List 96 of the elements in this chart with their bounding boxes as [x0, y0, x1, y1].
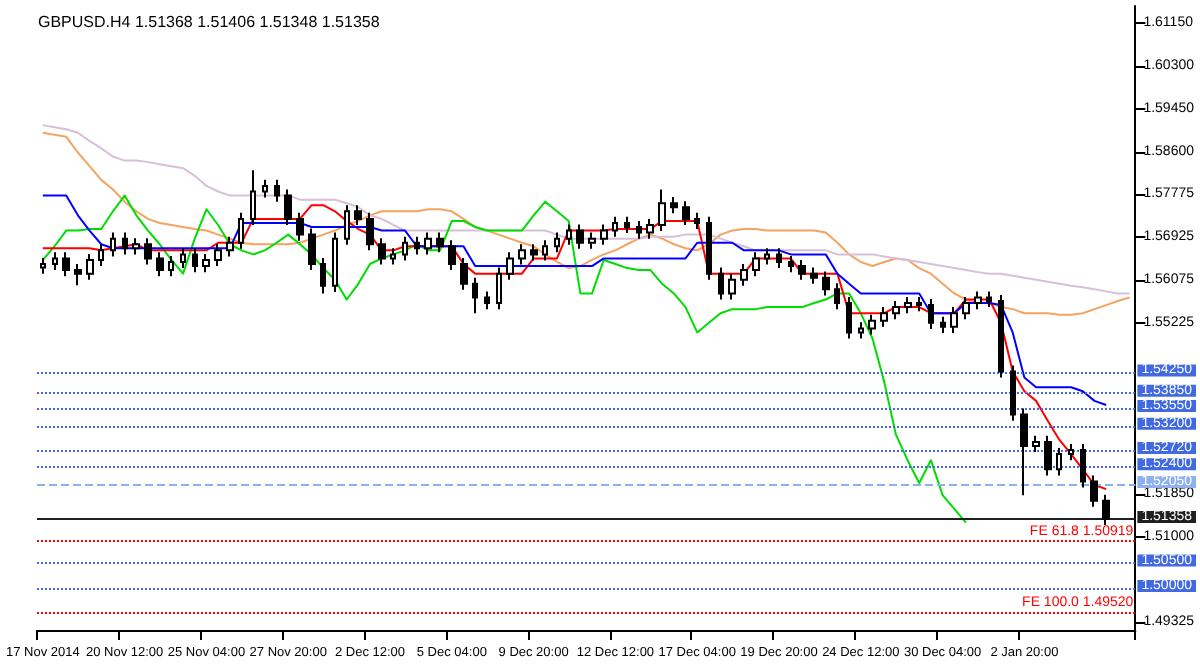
candlestick: [472, 276, 478, 315]
candlestick: [624, 215, 630, 235]
candlestick: [810, 266, 818, 285]
line-series: [41, 194, 1108, 406]
candlestick: [274, 178, 280, 203]
candlestick: [122, 231, 128, 256]
candlestick: [868, 313, 876, 336]
candlestick: [424, 231, 432, 256]
candlestick: [202, 252, 210, 274]
candlestick: [484, 290, 490, 311]
candlestick: [1032, 434, 1040, 454]
candlestick: [414, 235, 420, 256]
candlestick: [52, 251, 58, 272]
candlestick: [718, 266, 724, 301]
candlestick: [950, 306, 958, 334]
candlestick: [518, 243, 526, 266]
line-series: [41, 194, 967, 524]
candlestick: [670, 196, 678, 215]
candlestick: [658, 188, 666, 233]
candlestick: [576, 223, 584, 250]
candlestick: [740, 263, 748, 287]
candlestick: [332, 231, 338, 293]
candlestick: [694, 211, 700, 231]
candlestick: [636, 219, 642, 240]
candlestick: [366, 211, 374, 252]
candlestick: [40, 256, 46, 275]
candlestick: [238, 211, 244, 250]
candlestick: [460, 256, 468, 291]
candlestick: [612, 215, 618, 238]
candlestick: [506, 251, 514, 281]
candlestick: [1010, 364, 1016, 422]
candlestick: [588, 231, 596, 250]
candlestick: [284, 188, 292, 226]
candlestick: [1044, 434, 1052, 477]
candlestick: [1020, 407, 1028, 497]
candlestick: [566, 223, 572, 246]
candlestick: [98, 243, 104, 268]
candlestick: [846, 295, 852, 340]
candlestick: [776, 247, 782, 270]
candlestick: [1102, 493, 1110, 527]
candlestick: [1068, 442, 1074, 462]
candlestick: [74, 263, 82, 287]
candlestick: [788, 254, 794, 274]
candlestick: [250, 169, 256, 226]
candlestick: [62, 251, 70, 278]
candlestick: [1080, 442, 1086, 489]
candlestick: [86, 252, 94, 281]
candlestick: [542, 239, 548, 262]
candlestick: [646, 217, 654, 240]
candlestick: [706, 215, 712, 281]
candlestick: [226, 235, 234, 258]
candlestick: [858, 321, 864, 340]
candlestick: [904, 295, 912, 315]
candlestick: [156, 251, 164, 278]
candlestick: [110, 231, 116, 258]
candlestick: [296, 211, 304, 242]
candlestick: [378, 237, 386, 266]
candlestick: [448, 239, 456, 272]
candlestick: [928, 297, 934, 330]
candlestick: [168, 254, 174, 278]
candlestick: [180, 247, 186, 270]
candlestick: [496, 266, 502, 311]
candlestick: [986, 290, 992, 309]
candlestick: [974, 290, 982, 311]
line-series: [41, 204, 1108, 491]
candlestick: [682, 200, 690, 226]
candlestick: [436, 231, 444, 254]
candlestick: [752, 251, 760, 278]
candlestick: [940, 315, 946, 334]
candlestick: [822, 270, 830, 297]
candlestick: [354, 204, 362, 226]
candlestick: [344, 204, 350, 246]
candlestick: [728, 272, 736, 301]
candlestick: [192, 247, 198, 274]
candlestick: [892, 300, 900, 321]
candlestick: [1090, 474, 1098, 508]
chart-title: GBPUSD.H4 1.51368 1.51406 1.51348 1.51358: [38, 13, 381, 31]
candlestick: [308, 227, 316, 272]
candlestick: [962, 295, 970, 321]
candlestick: [262, 178, 268, 199]
candlestick: [554, 231, 560, 254]
candlestick: [132, 237, 140, 256]
candlestick: [998, 293, 1004, 379]
candlestick: [764, 247, 770, 266]
candlestick: [402, 235, 408, 262]
candlestick: [390, 247, 396, 266]
candlestick: [214, 243, 222, 268]
candlestick: [798, 258, 806, 281]
candlestick: [834, 282, 840, 311]
candlestick: [916, 295, 922, 313]
candlestick: [880, 306, 888, 328]
candlestick: [144, 237, 152, 266]
candlestick: [530, 243, 538, 262]
candlestick: [600, 223, 608, 246]
candlestick: [1056, 447, 1062, 477]
candlestick: [320, 256, 326, 295]
